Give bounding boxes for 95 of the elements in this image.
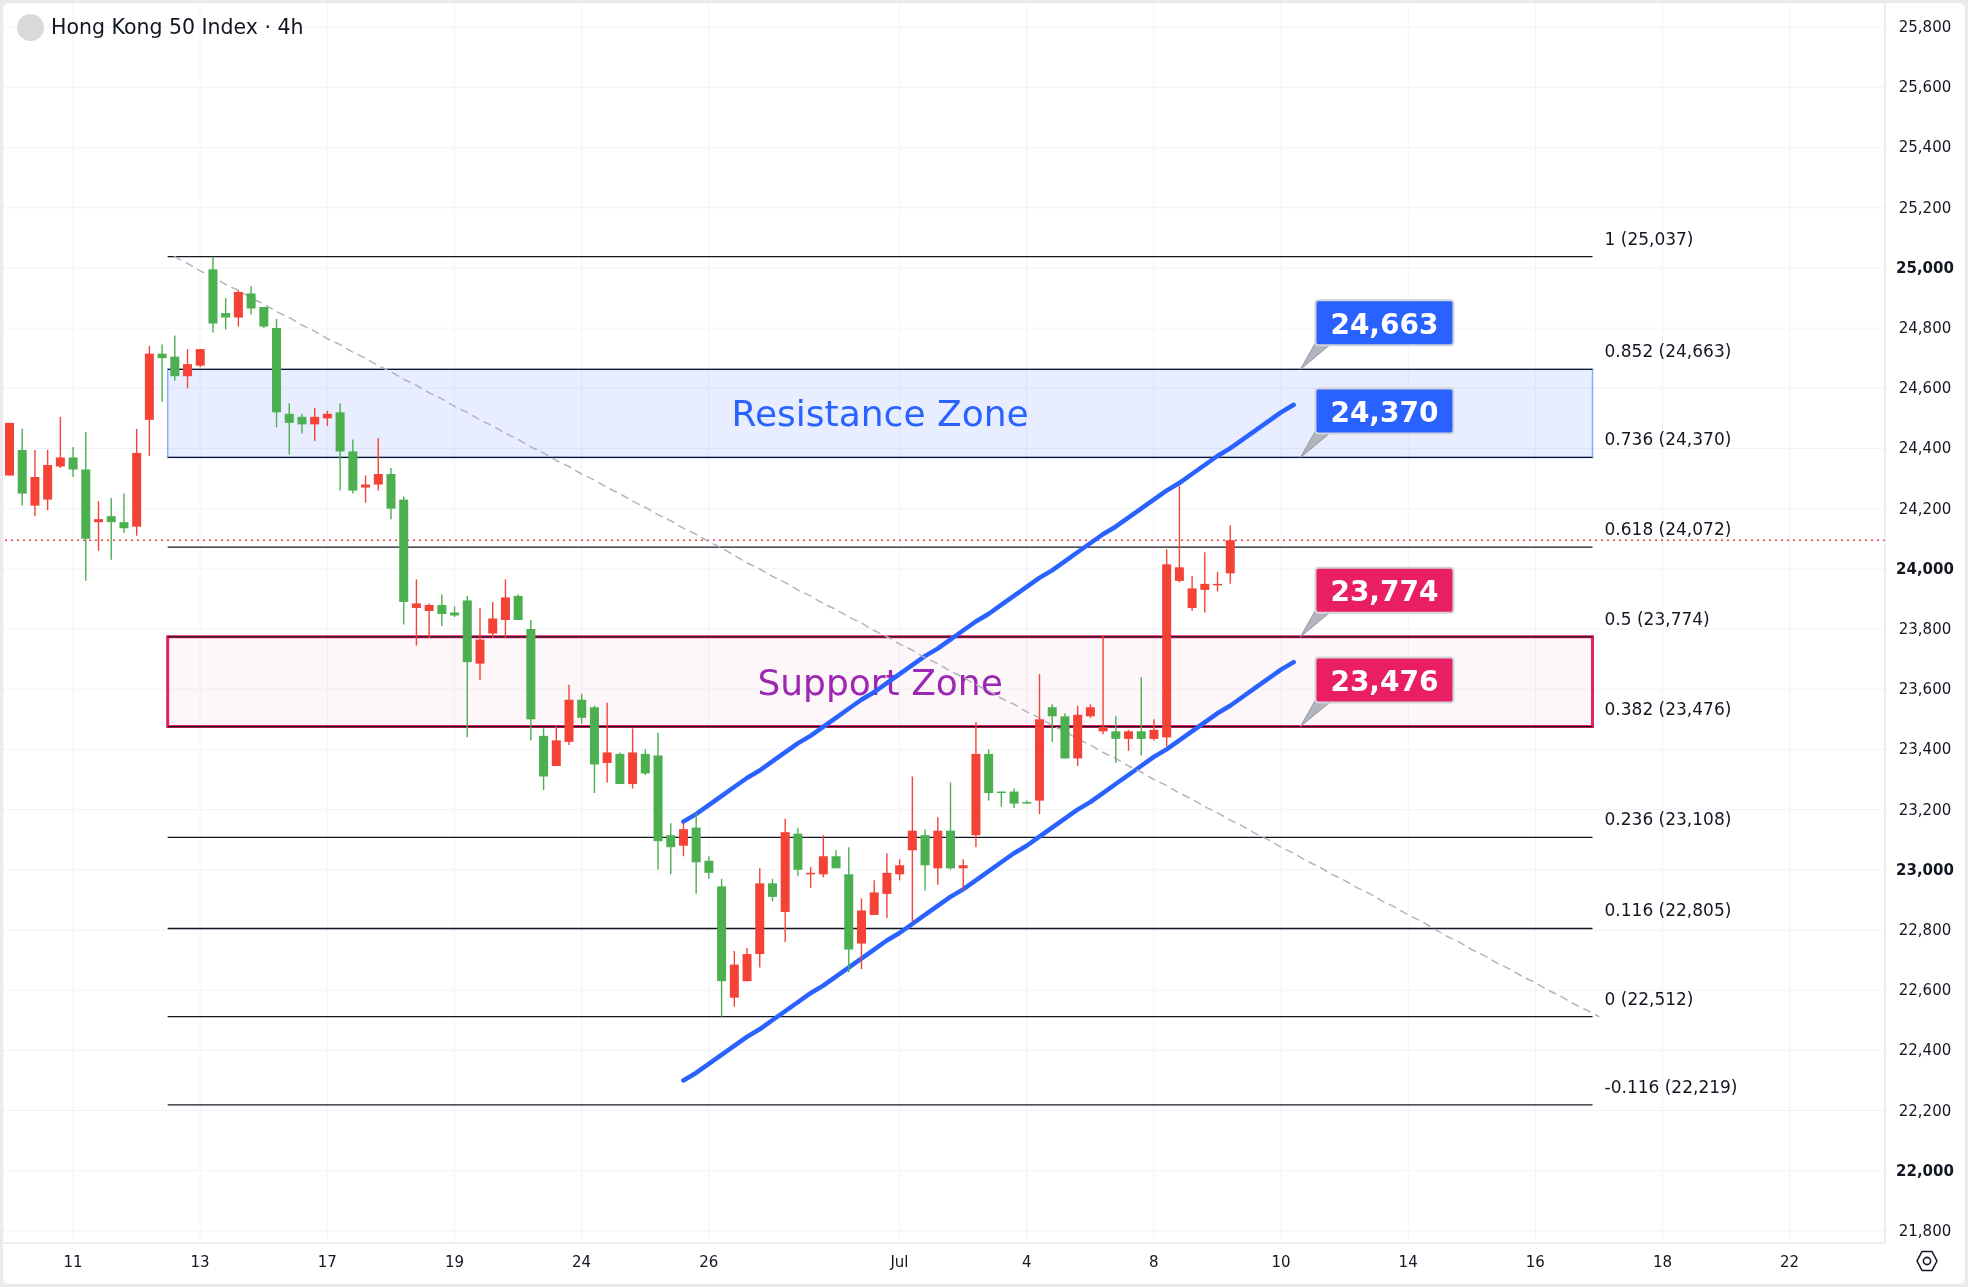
y-tick-label: 25,400	[1898, 138, 1952, 157]
candlestick	[704, 855, 714, 880]
candlestick	[1136, 676, 1146, 757]
candlestick	[1111, 715, 1121, 764]
y-tick-label: 24,800	[1898, 319, 1952, 338]
y-tick-label: 23,200	[1898, 800, 1952, 819]
annotation: 23,476	[1330, 664, 1439, 698]
candlestick	[907, 775, 917, 924]
y-tick-label: 21,800	[1898, 1221, 1952, 1240]
band-label: Resistance Zone	[731, 392, 1029, 434]
candlestick	[55, 416, 65, 469]
x-tick-label: 19	[444, 1253, 464, 1271]
ref-line-label: 1 (25,037)	[1604, 228, 1694, 249]
candlestick	[297, 413, 307, 435]
candlestick	[119, 492, 129, 534]
y-tick-label: 22,800	[1898, 920, 1952, 939]
ref-line-label: 0.236 (23,108)	[1604, 809, 1732, 830]
x-tick-label: 22	[1780, 1253, 1800, 1271]
annotation: 24,370	[1330, 395, 1439, 429]
candlestick	[1174, 485, 1184, 584]
x-tick-label: 24	[572, 1253, 592, 1271]
candlestick	[1009, 787, 1019, 809]
candlestick	[882, 852, 892, 919]
ref-line-label: 0.852 (24,663)	[1604, 341, 1732, 362]
candlestick	[1047, 703, 1057, 743]
y-tick-label: 24,400	[1898, 439, 1952, 458]
line-series	[681, 659, 1296, 1083]
y-tick-label: 25,600	[1898, 78, 1952, 97]
y-tick-label: 23,600	[1898, 680, 1952, 699]
ref-line-label: 0.618 (24,072)	[1604, 519, 1732, 540]
annotation: 24,663	[1330, 307, 1439, 341]
candlestick	[767, 878, 777, 903]
candlestick	[602, 702, 612, 784]
y-tick-label: 23,000	[1896, 860, 1954, 879]
candlestick	[221, 297, 231, 331]
candlestick	[1200, 551, 1210, 614]
candlestick	[1187, 575, 1197, 612]
y-tick-label: 24,000	[1896, 559, 1954, 578]
y-tick-label: 25,000	[1896, 258, 1954, 277]
ref-line-label: 0.5 (23,774)	[1604, 608, 1710, 629]
y-tick-label: 23,800	[1898, 620, 1952, 639]
ref-line-label: 0.736 (24,370)	[1604, 429, 1732, 450]
text: Hong Kong 50 Index · 4h	[51, 14, 304, 41]
y-tick-label: 25,200	[1898, 198, 1952, 217]
candlestick	[869, 879, 879, 916]
x-tick-label: 16	[1525, 1253, 1545, 1271]
candlestick	[310, 407, 320, 442]
x-tick-label: 10	[1271, 1253, 1291, 1271]
line-series	[173, 255, 1600, 1018]
candlestick	[666, 822, 676, 876]
candlestick	[424, 602, 434, 639]
x-tick-label: 8	[1149, 1253, 1159, 1271]
candlestick	[68, 446, 78, 478]
candlestick	[895, 858, 905, 882]
candlestick	[488, 601, 498, 639]
candlestick	[284, 402, 294, 456]
annotation: 23,774	[1330, 574, 1439, 608]
y-tick-label: 22,600	[1898, 981, 1952, 1000]
y-tick-label: 22,000	[1896, 1161, 1954, 1180]
ref-line-label: -0.116 (22,219)	[1604, 1076, 1738, 1097]
candlestick	[958, 858, 968, 892]
candlestick	[1149, 718, 1159, 742]
y-tick-label: 24,600	[1898, 379, 1952, 398]
candlestick	[361, 474, 371, 504]
x-tick-label: 26	[699, 1253, 719, 1271]
y-tick-label: 23,400	[1898, 740, 1952, 759]
candlestick	[195, 348, 205, 368]
x-tick-label: 13	[190, 1253, 210, 1271]
candlestick	[183, 348, 193, 389]
candlestick	[640, 748, 650, 776]
x-tick-label: 11	[63, 1253, 83, 1271]
candlestick	[170, 334, 180, 382]
x-tick-label: Jul	[889, 1253, 909, 1271]
ref-line-label: 0.116 (22,805)	[1604, 900, 1732, 921]
candlestick	[577, 693, 587, 725]
x-tick-label: 18	[1652, 1253, 1673, 1271]
candlestick	[411, 578, 421, 647]
y-tick-label: 25,800	[1898, 18, 1952, 37]
candlestick	[678, 822, 688, 857]
candlestick	[500, 578, 510, 639]
x-tick-label: 17	[317, 1253, 337, 1271]
candlestick	[818, 834, 828, 879]
y-tick-label: 22,400	[1898, 1041, 1952, 1060]
y-tick-label: 24,200	[1898, 499, 1952, 518]
x-tick-label: 4	[1021, 1253, 1032, 1271]
candlestick	[437, 593, 447, 627]
x-tick-label: 14	[1398, 1253, 1418, 1271]
candlestick	[94, 500, 104, 552]
candlestick	[246, 285, 256, 316]
candlestick	[106, 497, 116, 561]
candlestick	[373, 437, 383, 492]
candlestick	[1124, 729, 1134, 752]
ref-line-label: 0 (22,512)	[1604, 988, 1694, 1009]
ref-line-label: 0.382 (23,476)	[1604, 698, 1732, 719]
y-tick-label: 22,200	[1898, 1101, 1952, 1120]
